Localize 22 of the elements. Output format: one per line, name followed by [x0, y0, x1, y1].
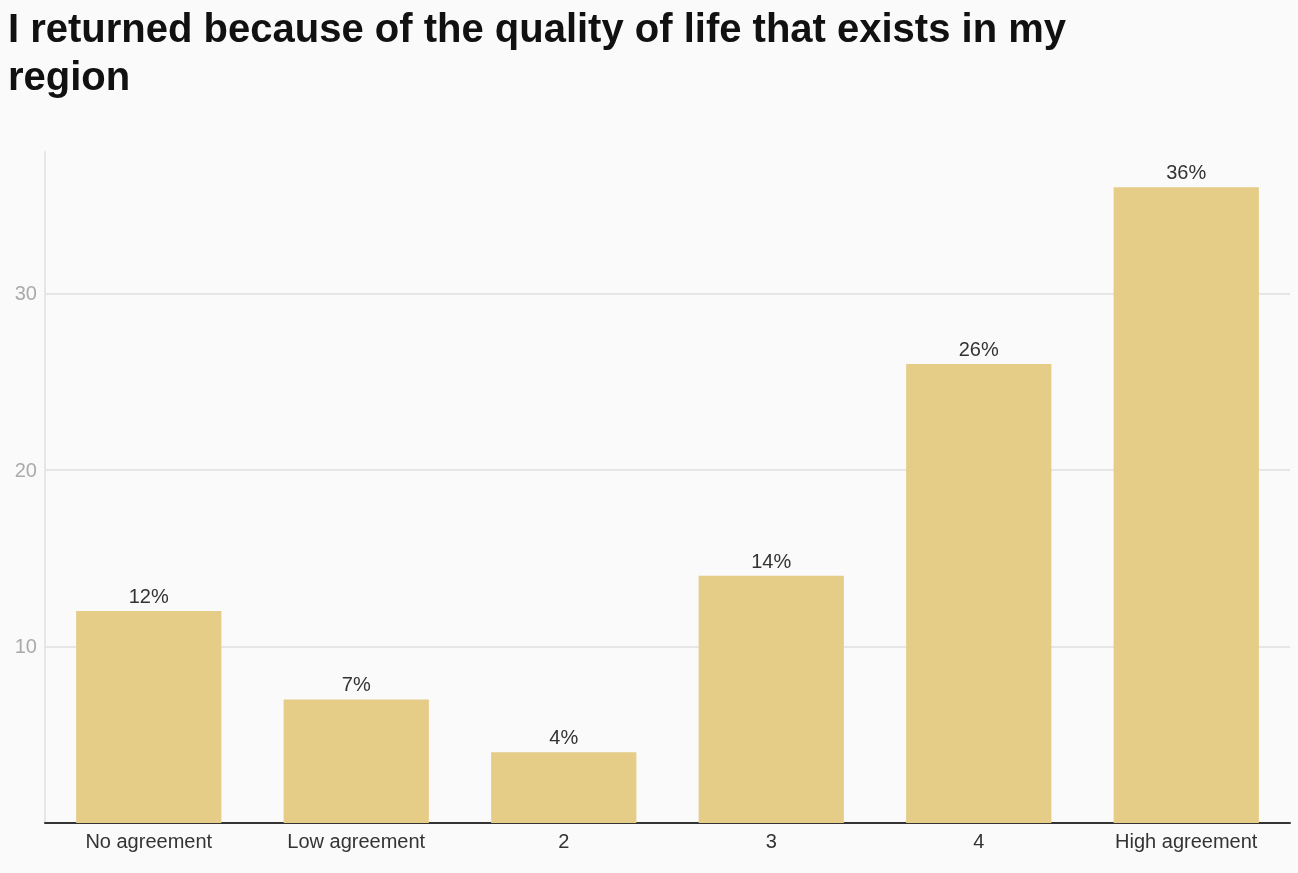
- x-tick-label: High agreement: [1115, 830, 1258, 852]
- y-tick-label: 30: [14, 282, 37, 305]
- data-label: 12%: [128, 585, 169, 608]
- data-label: 14%: [751, 549, 792, 572]
- bar: [76, 611, 222, 823]
- bar: [491, 752, 637, 823]
- data-label: 4%: [549, 726, 579, 749]
- x-tick-label: No agreement: [85, 830, 213, 852]
- bar: [1113, 187, 1259, 823]
- data-label: 7%: [341, 673, 371, 696]
- x-tick-label: Low agreement: [287, 830, 426, 852]
- y-tick-label: 20: [14, 458, 37, 481]
- y-tick-label: 10: [14, 635, 37, 658]
- x-tick-label: 4: [973, 830, 985, 852]
- bar: [906, 363, 1052, 823]
- data-label: 26%: [958, 337, 999, 360]
- data-label: 36%: [1166, 161, 1207, 184]
- bar: [698, 575, 844, 823]
- x-tick-label: 2: [558, 830, 570, 852]
- x-tick-label: 3: [765, 830, 777, 852]
- bar: [283, 699, 429, 823]
- chart-title: I returned because of the quality of life that exists in my region: [8, 5, 1067, 100]
